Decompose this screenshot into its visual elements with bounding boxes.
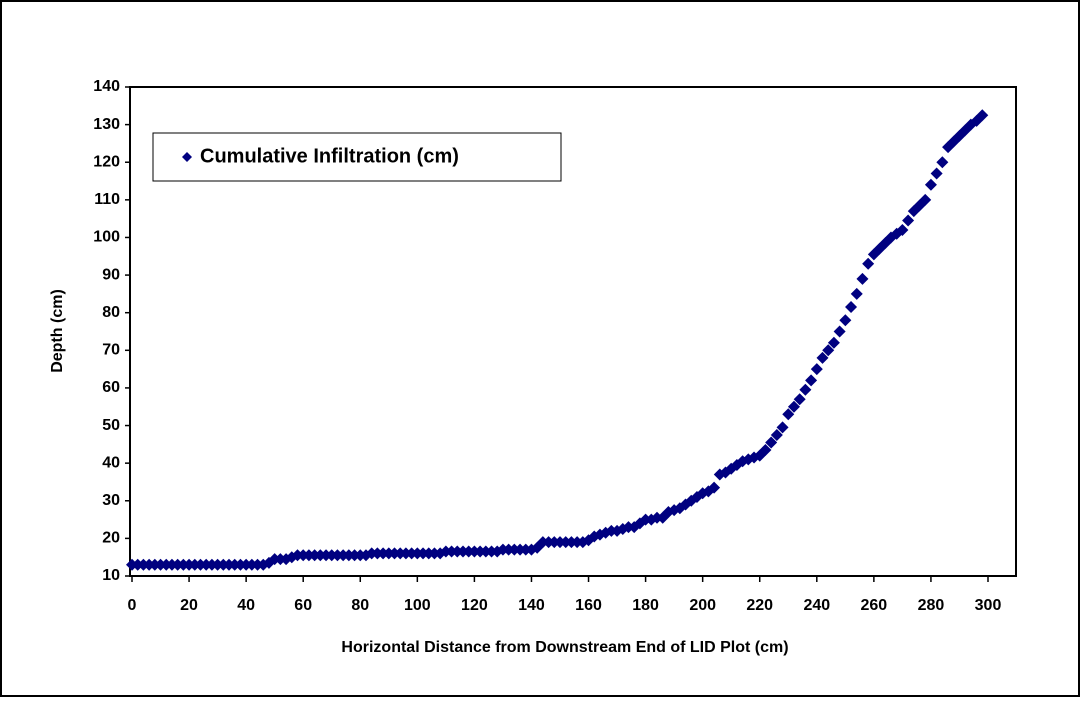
x-tick-label: 200: [689, 597, 716, 614]
point: [924, 178, 937, 191]
point: [862, 257, 875, 270]
point: [708, 481, 721, 494]
x-tick-label: 40: [237, 597, 255, 614]
y-tick-label: 90: [102, 266, 120, 283]
point: [896, 223, 909, 236]
y-tick-label: 100: [93, 229, 120, 246]
point: [827, 336, 840, 349]
y-tick-label: 120: [93, 153, 120, 170]
y-tick-label: 20: [102, 530, 120, 547]
x-tick-label: 300: [975, 597, 1002, 614]
point: [793, 393, 806, 406]
y-tick-label: 10: [102, 567, 120, 584]
y-tick-label: 110: [94, 191, 120, 208]
x-tick-label: 100: [404, 597, 431, 614]
x-tick-label: 180: [632, 597, 659, 614]
point: [833, 325, 846, 338]
x-tick-label: 80: [351, 597, 369, 614]
point: [787, 400, 800, 413]
y-tick-label: 30: [102, 492, 120, 509]
point: [759, 443, 772, 456]
x-axis-label: Horizontal Distance from Downstream End …: [341, 639, 788, 656]
point: [810, 363, 823, 376]
x-tick-label: 140: [518, 597, 545, 614]
point: [805, 374, 818, 387]
y-tick-label: 60: [102, 379, 120, 396]
point: [976, 109, 989, 122]
x-tick-label: 0: [128, 597, 137, 614]
point: [930, 167, 943, 180]
point: [822, 344, 835, 357]
point: [770, 428, 783, 441]
y-tick-label: 80: [102, 304, 120, 321]
y-tick-label: 50: [102, 417, 120, 434]
point: [816, 351, 829, 364]
y-axis-label: Depth (cm): [49, 289, 66, 373]
x-tick-label: 260: [861, 597, 888, 614]
point: [902, 214, 915, 227]
point: [845, 301, 858, 314]
point: [765, 436, 778, 449]
point: [839, 314, 852, 327]
point: [856, 272, 869, 285]
y-tick-label: 140: [93, 78, 120, 95]
y-tick-label: 130: [93, 116, 120, 133]
point: [919, 193, 932, 206]
x-tick-label: 240: [803, 597, 830, 614]
legend-label: Cumulative Infiltration (cm): [200, 145, 459, 167]
x-tick-label: 280: [918, 597, 945, 614]
y-tick-label: 70: [102, 342, 120, 359]
y-tick-label: 40: [102, 454, 120, 471]
x-tick-label: 220: [746, 597, 773, 614]
point: [782, 408, 795, 421]
point: [850, 287, 863, 300]
x-tick-label: 160: [575, 597, 602, 614]
point: [799, 383, 812, 396]
x-tick-label: 20: [180, 597, 198, 614]
x-tick-label: 60: [294, 597, 312, 614]
legend-marker: [182, 152, 192, 162]
x-tick-label: 120: [461, 597, 488, 614]
legend-box: [152, 132, 562, 182]
point: [776, 421, 789, 434]
point: [936, 156, 949, 169]
